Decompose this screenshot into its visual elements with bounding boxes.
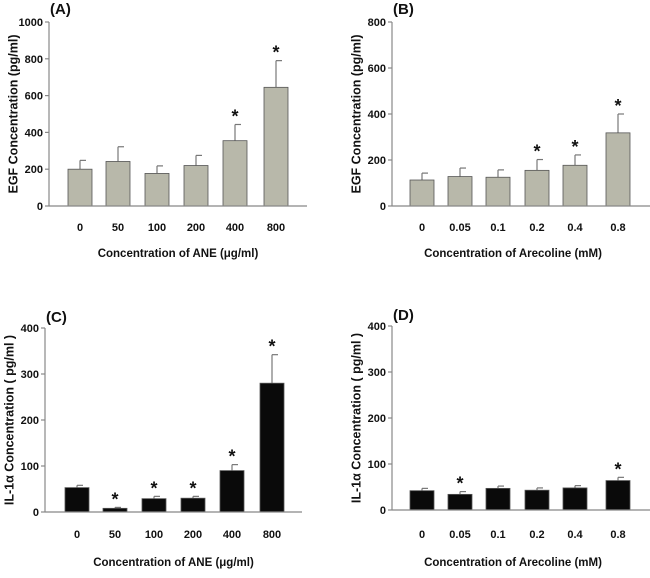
y-tick-label: 200 [25, 164, 43, 176]
x-tick-label: 100 [145, 529, 163, 541]
bar [524, 169, 550, 207]
x-tick-label: 400 [226, 222, 244, 234]
panel-label: (C) [46, 309, 67, 326]
y-tick-label: 0 [380, 505, 386, 517]
panel-label: (D) [393, 307, 414, 324]
panel-label: (B) [393, 1, 414, 18]
y-tick-label: 100 [21, 461, 39, 473]
bar [562, 487, 588, 511]
y-tick-label: 200 [368, 155, 386, 167]
x-tick-label: 50 [112, 222, 124, 234]
significance-marker: * [111, 489, 118, 509]
bar [605, 480, 631, 511]
panel-c: (C) 0 * 50 * 100 * 200 * 400 * 800 0 100 200 300 400 Conc… [2, 309, 302, 569]
significance-marker: * [150, 478, 157, 498]
bar [141, 498, 167, 513]
y-axis-label: EGF Concentration (pg/ml) [349, 34, 363, 193]
significance-marker: * [571, 137, 578, 157]
bar [259, 382, 285, 513]
bar [409, 179, 435, 207]
y-tick-label: 800 [368, 17, 386, 29]
y-tick-label: 400 [368, 109, 386, 121]
bar [67, 168, 93, 207]
y-tick-label: 400 [368, 321, 386, 333]
x-tick-label: 0 [74, 529, 80, 541]
bar [524, 489, 550, 511]
x-tick-label: 0.8 [610, 222, 625, 234]
x-tick-label: 50 [109, 529, 121, 541]
x-tick-label: 0.8 [610, 529, 625, 541]
y-tick-label: 400 [25, 127, 43, 139]
bar [263, 86, 289, 207]
significance-marker: * [272, 43, 279, 63]
x-tick-label: 0.4 [567, 529, 583, 541]
x-axis-label: Concentration of ANE (μg/ml) [98, 248, 259, 260]
x-axis-label: Concentration of ANE (μg/ml) [93, 557, 254, 569]
significance-marker: * [614, 96, 621, 116]
x-tick-label: 0 [419, 529, 425, 541]
x-axis-label: Concentration of Arecoline (mM) [424, 557, 602, 569]
x-tick-label: 0 [419, 222, 425, 234]
significance-marker: * [533, 142, 540, 162]
panel-a: (A) 0 50 100 200 * 400 * 800 0 200 400 600 800 1000 Con… [6, 1, 307, 260]
y-tick-label: 800 [25, 54, 43, 66]
y-tick-label: 300 [21, 369, 39, 381]
significance-marker: * [228, 447, 235, 467]
bar [447, 493, 473, 511]
bar [562, 164, 588, 207]
bar [64, 487, 90, 513]
y-axis-label: EGF Concentration (pg/ml) [6, 34, 20, 193]
bar [219, 470, 245, 513]
x-tick-label: 0.2 [529, 222, 544, 234]
y-tick-label: 200 [368, 413, 386, 425]
bar [485, 487, 511, 511]
y-tick-label: 300 [368, 367, 386, 379]
x-tick-label: 0.2 [529, 529, 544, 541]
x-tick-label: 200 [187, 222, 205, 234]
x-tick-label: 0 [77, 222, 83, 234]
y-tick-label: 200 [21, 415, 39, 427]
y-tick-label: 1000 [19, 17, 43, 29]
y-tick-label: 0 [380, 201, 386, 213]
y-tick-label: 100 [368, 459, 386, 471]
x-tick-label: 0.05 [449, 529, 470, 541]
x-tick-label: 800 [263, 529, 281, 541]
bar [183, 165, 209, 207]
x-tick-label: 0.4 [567, 222, 583, 234]
bar [409, 490, 435, 511]
significance-marker: * [189, 478, 196, 498]
significance-marker: * [456, 474, 463, 494]
significance-marker: * [268, 337, 275, 357]
y-tick-label: 400 [21, 323, 39, 335]
bar [447, 176, 473, 207]
bar [222, 140, 248, 207]
bar [180, 497, 206, 513]
panel-d: (D) 0 * 0.05 0.1 0.2 0.4 * 0.8 0 100 200 300 400 Conce… [349, 307, 650, 569]
significance-marker: * [231, 106, 238, 126]
x-tick-label: 200 [184, 529, 202, 541]
significance-marker: * [614, 459, 621, 479]
panel-label: (A) [50, 1, 71, 18]
x-tick-label: 100 [148, 222, 166, 234]
panel-b: (B) 0 0.05 0.1 * 0.2 * 0.4 * 0.8 0 200 400 600 800 Conc… [349, 1, 650, 260]
bar [144, 173, 170, 207]
y-axis-label: IL-1α Concentration ( pg/ml ) [349, 333, 363, 503]
y-axis-label: IL-1α Concentration ( pg/ml ) [2, 335, 16, 505]
y-tick-label: 600 [25, 91, 43, 103]
bar [605, 132, 631, 207]
y-tick-label: 0 [33, 507, 39, 519]
x-tick-label: 800 [267, 222, 285, 234]
y-tick-label: 0 [37, 201, 43, 213]
x-tick-label: 0.1 [490, 529, 505, 541]
bar [105, 161, 131, 207]
bar [485, 176, 511, 207]
x-tick-label: 0.1 [490, 222, 505, 234]
y-tick-label: 600 [368, 63, 386, 75]
x-axis-label: Concentration of Arecoline (mM) [424, 248, 602, 260]
x-tick-label: 400 [223, 529, 241, 541]
x-tick-label: 0.05 [449, 222, 470, 234]
